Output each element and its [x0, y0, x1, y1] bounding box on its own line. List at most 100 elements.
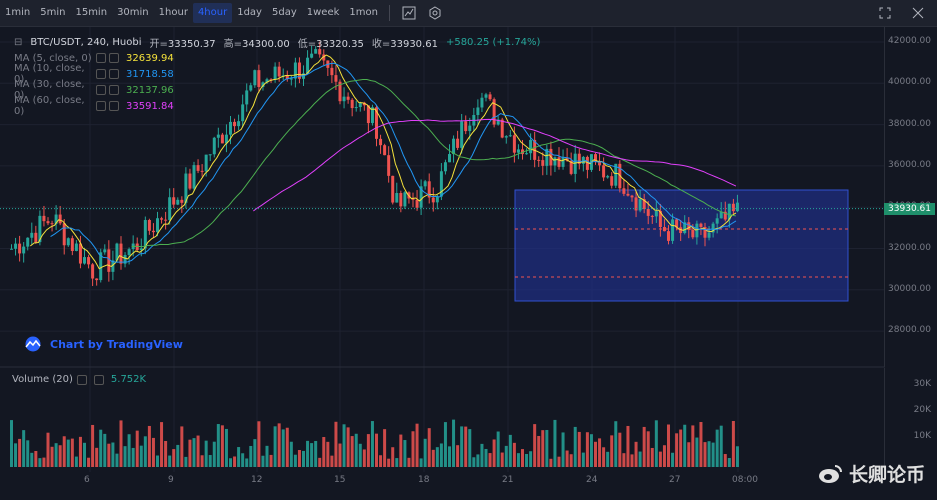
range-box — [514, 189, 849, 302]
timeframe-5day[interactable]: 5day — [271, 7, 297, 18]
volume-bar — [581, 452, 585, 467]
candle-body — [253, 70, 257, 86]
volume-bar — [411, 431, 415, 467]
candle-body — [354, 107, 358, 109]
volume-bar — [184, 456, 188, 467]
low-value: 33320.35 — [316, 38, 364, 50]
timeframe-1hour[interactable]: 1hour — [158, 7, 188, 18]
volume-bar — [598, 438, 602, 467]
candle-body — [634, 197, 638, 211]
candle-body — [233, 121, 237, 127]
candle-body — [330, 67, 334, 76]
price-tick: 42000.00 — [888, 36, 931, 46]
chart-type-icon[interactable] — [399, 3, 419, 23]
volume-bar — [395, 458, 399, 467]
candle-body — [504, 136, 508, 138]
eye-icon[interactable] — [96, 101, 106, 111]
candle-body — [723, 211, 727, 220]
remove-icon[interactable] — [93, 374, 104, 385]
volume-bar — [338, 443, 342, 467]
volume-bar — [310, 443, 314, 467]
time-axis[interactable]: 6 9 12 15 18 21 24 27 08:00 — [0, 472, 885, 490]
ma-label: MA (30, close, 0) — [14, 79, 85, 101]
candle-body — [26, 237, 30, 247]
candle-body — [103, 249, 107, 253]
timeframe-15min[interactable]: 15min — [75, 7, 108, 18]
candle-body — [379, 138, 383, 146]
price-axis[interactable]: 42000.0040000.0038000.0036000.0034000.00… — [884, 27, 937, 367]
candle-body — [229, 121, 232, 135]
volume-bar — [585, 432, 589, 467]
symbol-label: BTC/USDT, 240, Huobi — [30, 36, 142, 48]
candle-body — [598, 161, 602, 166]
volume-bar — [192, 438, 196, 467]
candle-body — [245, 90, 249, 105]
high-label: 高 — [223, 38, 234, 50]
timeframe-30min[interactable]: 30min — [117, 7, 149, 18]
candle-body — [224, 134, 228, 144]
volume-bar — [614, 421, 618, 467]
eye-icon[interactable] — [96, 85, 106, 95]
volume-bar — [610, 435, 614, 467]
volume-bar — [261, 455, 265, 467]
volume-bar — [111, 442, 115, 467]
fullscreen-icon[interactable] — [875, 3, 895, 23]
price-chart[interactable] — [0, 27, 885, 472]
candle-body — [285, 75, 289, 80]
candle-body — [464, 121, 468, 132]
volume-bar — [594, 441, 597, 467]
volume-bar — [103, 433, 107, 467]
tradingview-badge[interactable]: Chart by TradingView — [22, 336, 183, 352]
timeframe-1min[interactable]: 1min — [5, 7, 31, 18]
candle-body — [204, 154, 208, 172]
remove-icon[interactable] — [109, 69, 119, 79]
timeframe-4hour[interactable]: 4hour — [192, 3, 233, 23]
candle-body — [241, 104, 245, 122]
timeframe-1day[interactable]: 1day — [237, 7, 262, 18]
remove-icon[interactable] — [109, 85, 119, 95]
candle-body — [151, 230, 155, 233]
timeframe-1week[interactable]: 1week — [306, 7, 340, 18]
volume-bar — [285, 427, 289, 467]
candle-body — [427, 181, 431, 198]
volume-bar — [606, 451, 610, 467]
volume-bar — [488, 453, 492, 467]
collapse-icon[interactable]: ⊟ — [14, 36, 23, 48]
remove-icon[interactable] — [109, 101, 119, 111]
volume-bar — [62, 436, 66, 467]
volume-bar — [545, 429, 549, 467]
close-icon[interactable] — [908, 3, 928, 23]
volume-bar — [30, 452, 34, 467]
volume-bar — [383, 429, 387, 467]
candle-body — [70, 238, 74, 251]
eye-icon[interactable] — [96, 53, 106, 63]
eye-icon[interactable] — [96, 69, 106, 79]
timeframe-1mon[interactable]: 1mon — [349, 7, 378, 18]
volume-bar — [358, 443, 362, 467]
timeframe-5min[interactable]: 5min — [40, 7, 66, 18]
candle-body — [395, 193, 399, 203]
ma-line — [253, 118, 737, 212]
open-label: 开 — [149, 38, 160, 50]
volume-bar — [533, 424, 537, 467]
volume-bar — [293, 454, 297, 467]
candle-body — [111, 260, 115, 272]
ma-label: MA (10, close, 0) — [14, 63, 85, 85]
volume-bar — [22, 430, 26, 467]
eye-icon[interactable] — [76, 374, 87, 385]
remove-icon[interactable] — [109, 53, 119, 63]
settings-icon[interactable] — [425, 3, 445, 23]
candle-body — [216, 134, 220, 138]
volume-bar — [549, 458, 553, 467]
volume-bar — [370, 421, 374, 467]
candle-body — [484, 94, 488, 98]
candle-body — [358, 102, 362, 108]
volume-bar — [70, 438, 74, 467]
candle-body — [443, 162, 447, 172]
close-value: 33930.61 — [390, 38, 438, 50]
candle-body — [622, 188, 626, 194]
candle-body — [293, 62, 297, 79]
volume-value: 5.752K — [110, 374, 147, 385]
volume-bar — [164, 441, 168, 467]
volume-bar — [334, 421, 338, 467]
